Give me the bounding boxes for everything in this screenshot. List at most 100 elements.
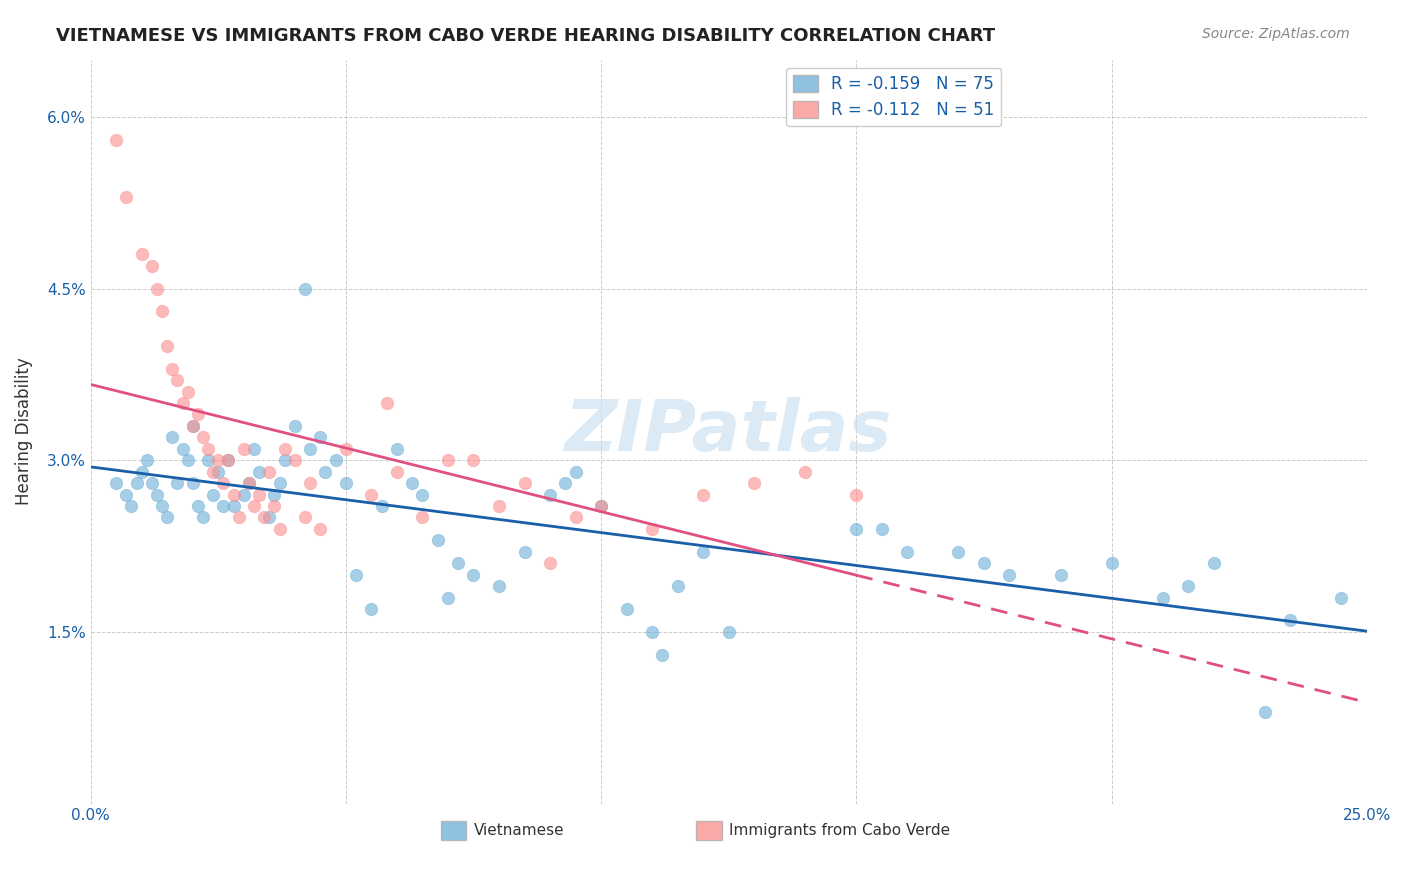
- Point: [187, 499, 209, 513]
- Point: [554, 476, 576, 491]
- Point: [692, 545, 714, 559]
- Point: [273, 442, 295, 456]
- Point: [538, 556, 561, 570]
- Point: [360, 487, 382, 501]
- Point: [513, 476, 536, 491]
- Point: [344, 567, 367, 582]
- Point: [222, 499, 245, 513]
- Point: [212, 476, 235, 491]
- Point: [212, 499, 235, 513]
- Point: [591, 499, 613, 513]
- Point: [948, 545, 970, 559]
- Point: [181, 418, 204, 433]
- Point: [269, 522, 291, 536]
- Point: [146, 281, 169, 295]
- Point: [207, 465, 229, 479]
- Point: [269, 476, 291, 491]
- Point: [232, 487, 254, 501]
- Point: [238, 476, 260, 491]
- Point: [845, 487, 868, 501]
- Point: [191, 430, 214, 444]
- Point: [141, 259, 163, 273]
- Point: [243, 442, 266, 456]
- Point: [437, 453, 460, 467]
- Point: [641, 624, 664, 639]
- Point: [202, 487, 225, 501]
- Point: [385, 465, 408, 479]
- Point: [426, 533, 449, 548]
- Point: [247, 465, 270, 479]
- Point: [191, 510, 214, 524]
- Point: [564, 465, 586, 479]
- Point: [172, 396, 194, 410]
- Point: [273, 453, 295, 467]
- Point: [217, 453, 239, 467]
- Point: [232, 442, 254, 456]
- Point: [150, 499, 173, 513]
- Point: [401, 476, 423, 491]
- Point: [437, 591, 460, 605]
- Point: [263, 499, 285, 513]
- Point: [616, 602, 638, 616]
- Point: [1279, 614, 1302, 628]
- Point: [1177, 579, 1199, 593]
- Point: [197, 453, 219, 467]
- Text: ZIPatlas: ZIPatlas: [565, 397, 893, 467]
- Point: [385, 442, 408, 456]
- Point: [335, 476, 357, 491]
- Point: [207, 453, 229, 467]
- Point: [105, 476, 128, 491]
- Point: [181, 476, 204, 491]
- Point: [463, 453, 485, 467]
- Point: [1152, 591, 1174, 605]
- Point: [717, 624, 740, 639]
- Point: [1049, 567, 1071, 582]
- Point: [166, 373, 188, 387]
- Point: [222, 487, 245, 501]
- Point: [1101, 556, 1123, 570]
- Point: [115, 487, 138, 501]
- Point: [115, 190, 138, 204]
- Point: [156, 510, 179, 524]
- Point: [1330, 591, 1353, 605]
- Point: [121, 499, 143, 513]
- Point: [146, 487, 169, 501]
- Point: [247, 487, 270, 501]
- Point: [284, 453, 307, 467]
- Text: VIETNAMESE VS IMMIGRANTS FROM CABO VERDE HEARING DISABILITY CORRELATION CHART: VIETNAMESE VS IMMIGRANTS FROM CABO VERDE…: [56, 27, 995, 45]
- Point: [896, 545, 918, 559]
- Point: [513, 545, 536, 559]
- Point: [284, 418, 307, 433]
- Point: [162, 361, 184, 376]
- Point: [692, 487, 714, 501]
- Point: [299, 476, 322, 491]
- Point: [794, 465, 817, 479]
- Point: [141, 476, 163, 491]
- Point: [370, 499, 392, 513]
- Y-axis label: Hearing Disability: Hearing Disability: [15, 358, 32, 506]
- Point: [325, 453, 347, 467]
- Point: [314, 465, 336, 479]
- Point: [335, 442, 357, 456]
- Point: [309, 522, 332, 536]
- Point: [228, 510, 250, 524]
- Text: Source: ZipAtlas.com: Source: ZipAtlas.com: [1202, 27, 1350, 41]
- Point: [105, 133, 128, 147]
- Point: [135, 453, 157, 467]
- Point: [131, 465, 153, 479]
- Point: [176, 453, 198, 467]
- Point: [131, 247, 153, 261]
- Legend: R = -0.159   N = 75, R = -0.112   N = 51: R = -0.159 N = 75, R = -0.112 N = 51: [786, 68, 1001, 126]
- Point: [172, 442, 194, 456]
- Point: [156, 339, 179, 353]
- Point: [538, 487, 561, 501]
- Point: [176, 384, 198, 399]
- Point: [217, 453, 239, 467]
- Point: [187, 408, 209, 422]
- Point: [1254, 705, 1277, 719]
- Point: [641, 522, 664, 536]
- Point: [243, 499, 266, 513]
- Point: [294, 510, 316, 524]
- Point: [463, 567, 485, 582]
- Point: [998, 567, 1021, 582]
